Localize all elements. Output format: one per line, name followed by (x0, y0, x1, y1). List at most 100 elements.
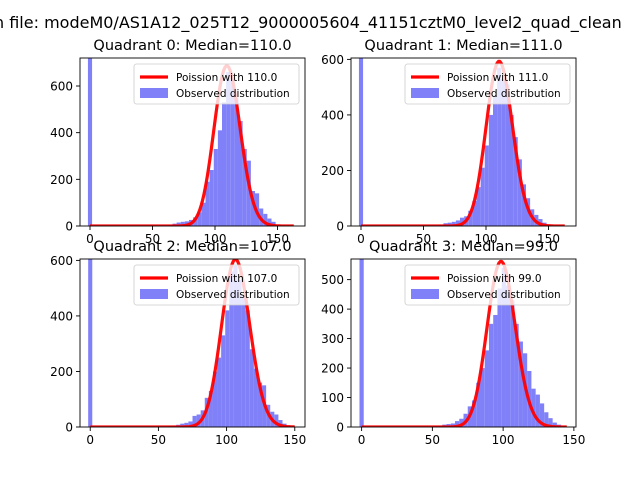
histogram-bar (472, 201, 477, 226)
legend: Poission with 111.0 Observed distribution (404, 63, 571, 105)
y-tick-label: 0 (65, 220, 73, 234)
y-tick-label: 400 (321, 108, 344, 122)
histogram-bar (237, 279, 242, 427)
legend-observed-label: Observed distribution (176, 88, 290, 100)
histogram-bar (501, 267, 506, 427)
histogram-bar (267, 218, 272, 226)
histogram-bar (197, 212, 202, 226)
legend: Poission with 99.0 Observed distribution (404, 264, 571, 306)
y-tick-label: 400 (50, 309, 73, 323)
histogram-bar (531, 388, 536, 427)
y-tick-label: 100 (321, 391, 344, 405)
x-tick-label: 150 (283, 433, 306, 447)
histogram-bar (222, 102, 227, 226)
x-tick-label: 0 (357, 232, 365, 246)
histogram-bar (480, 167, 485, 226)
histogram-bar (217, 130, 222, 226)
x-tick-label: 50 (416, 232, 431, 246)
legend-bar-swatch (140, 289, 168, 299)
histogram-bar (192, 415, 197, 427)
histogram-bar-zero (88, 259, 93, 427)
histogram-bar (246, 160, 251, 226)
histogram-bar (209, 170, 214, 226)
legend-bar-swatch (140, 88, 168, 98)
histogram-bar (493, 95, 498, 226)
histogram-bar (497, 288, 502, 427)
histogram-bar (548, 418, 553, 427)
histogram-bar (505, 84, 510, 226)
subplot-quadrant-0: 0 50 100 150 0 200 400 600 Quadrant 0: Median=11… (50, 38, 306, 246)
histogram-bar (245, 310, 250, 427)
subplot-quadrant-3: 0 50 100 150 0 100 200 300 400 500 Quadrant 3: Med… (321, 239, 585, 447)
plot-area (358, 58, 566, 226)
histogram-bar (455, 220, 460, 226)
histogram-bar (241, 296, 246, 427)
histogram-bar (510, 300, 515, 427)
y-tick-label: 200 (50, 173, 73, 187)
histogram-bar (514, 323, 519, 427)
subplot-title: Quadrant 3: Median=99.0 (369, 239, 558, 255)
y-tick-label: 500 (321, 273, 344, 287)
histogram-bar (544, 412, 549, 427)
histogram-bar (539, 403, 545, 427)
figure-title-text: n file: modeM0/AS1A12_025T12_9000005604_… (0, 13, 622, 32)
y-tick-label: 200 (321, 164, 344, 178)
histogram-bar (230, 80, 235, 226)
histogram-bar (480, 368, 485, 427)
histogram-bar (274, 414, 279, 427)
histogram-bar (513, 137, 518, 226)
histogram-bar (208, 390, 213, 427)
histogram-bar-zero (358, 58, 364, 226)
histogram-bar (233, 265, 238, 427)
histogram-bar-zero (87, 58, 93, 226)
histogram-bar (257, 382, 263, 427)
legend-frame (404, 264, 571, 306)
histogram-bar (497, 67, 502, 226)
plot-area (359, 259, 567, 427)
subplot-title: Quadrant 2: Median=107.0 (93, 239, 291, 255)
x-tick-label: 0 (358, 433, 366, 447)
histogram-bar (250, 191, 255, 226)
histogram-bar (484, 350, 489, 427)
subplot-quadrant-1: 0 50 100 150 0 200 400 600 Quadrant 1: Median=11… (321, 38, 577, 246)
histogram-bar (249, 349, 254, 427)
legend-bar-swatch (411, 289, 439, 299)
x-tick-label: 100 (475, 232, 498, 246)
y-tick-label: 0 (336, 421, 344, 435)
x-tick-label: 150 (266, 232, 289, 246)
legend-poisson-label: Poission with 99.0 (447, 273, 542, 285)
histogram-bar (188, 421, 193, 427)
histogram-bar (518, 341, 523, 427)
y-tick-label: 0 (65, 421, 73, 435)
histogram-bar (488, 323, 494, 427)
histogram-bar (201, 202, 206, 226)
histogram-bar (459, 418, 464, 427)
x-tick-label: 150 (537, 232, 560, 246)
y-tick-label: 600 (50, 80, 73, 94)
subplot-quadrant-2: 0 50 100 150 0 200 400 600 Quadrant 2: Median=10… (50, 239, 306, 447)
x-tick-label: 100 (204, 232, 227, 246)
histogram-bar (552, 422, 557, 427)
y-tick-label: 600 (50, 254, 73, 268)
y-tick-label: 400 (50, 126, 73, 140)
legend-observed-label: Observed distribution (447, 289, 561, 301)
axes-frame (79, 57, 306, 227)
poisson-curve (89, 259, 296, 427)
histogram-bar (180, 423, 185, 427)
histogram-bar (253, 368, 258, 427)
poisson-curve (360, 59, 566, 226)
x-tick-label: 0 (86, 433, 94, 447)
histogram-bar (180, 221, 185, 226)
histogram-bar (205, 181, 210, 226)
y-tick-label: 600 (321, 53, 344, 67)
y-tick-label: 300 (321, 332, 344, 346)
axes-frame (350, 57, 577, 227)
histogram-bar (488, 114, 493, 226)
legend-poisson-label: Poission with 110.0 (176, 72, 277, 84)
histogram-bar (225, 310, 230, 427)
histogram-bar (476, 187, 481, 226)
histogram-bar (451, 221, 456, 226)
histogram-bar (460, 217, 465, 226)
histogram-bar (493, 315, 498, 427)
x-tick-label: 50 (425, 433, 440, 447)
